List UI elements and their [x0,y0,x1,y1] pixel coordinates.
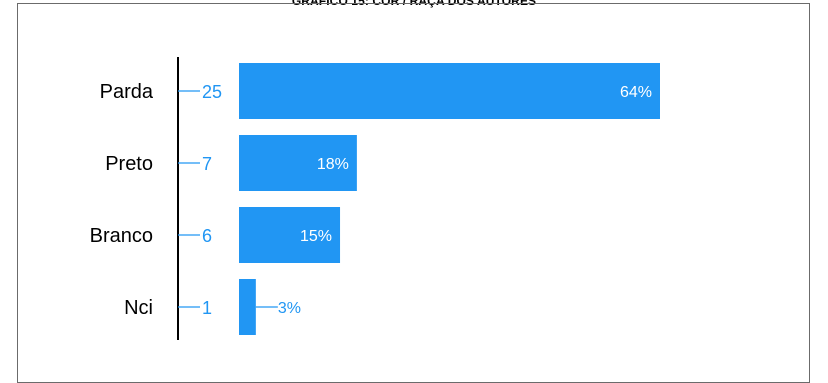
percent-label-branco: 15% [300,228,332,245]
axis-layer: Parda 25 Preto 7 Branco 6 Nci 1 [90,57,222,340]
category-label-branco: Branco [90,225,153,247]
bar-branco [239,207,341,263]
bar-preto [239,135,357,191]
bar-parda [239,63,660,119]
value-label-parda: 25 [202,82,222,102]
percent-label-preto: 18% [317,156,349,173]
bars-layer: 64% 18% 15% 3% [239,63,660,335]
value-label-nci: 1 [202,298,212,318]
chart-title: GRÁFICO 15: COR / RAÇA DOS AUTORES [291,0,537,8]
category-label-parda: Parda [100,81,154,103]
value-label-preto: 7 [202,154,212,174]
category-label-nci: Nci [124,297,153,319]
percent-label-nci: 3% [278,300,301,317]
bar-nci [239,279,256,335]
percent-label-parda: 64% [620,84,652,101]
value-label-branco: 6 [202,226,212,246]
category-label-preto: Preto [105,153,153,175]
